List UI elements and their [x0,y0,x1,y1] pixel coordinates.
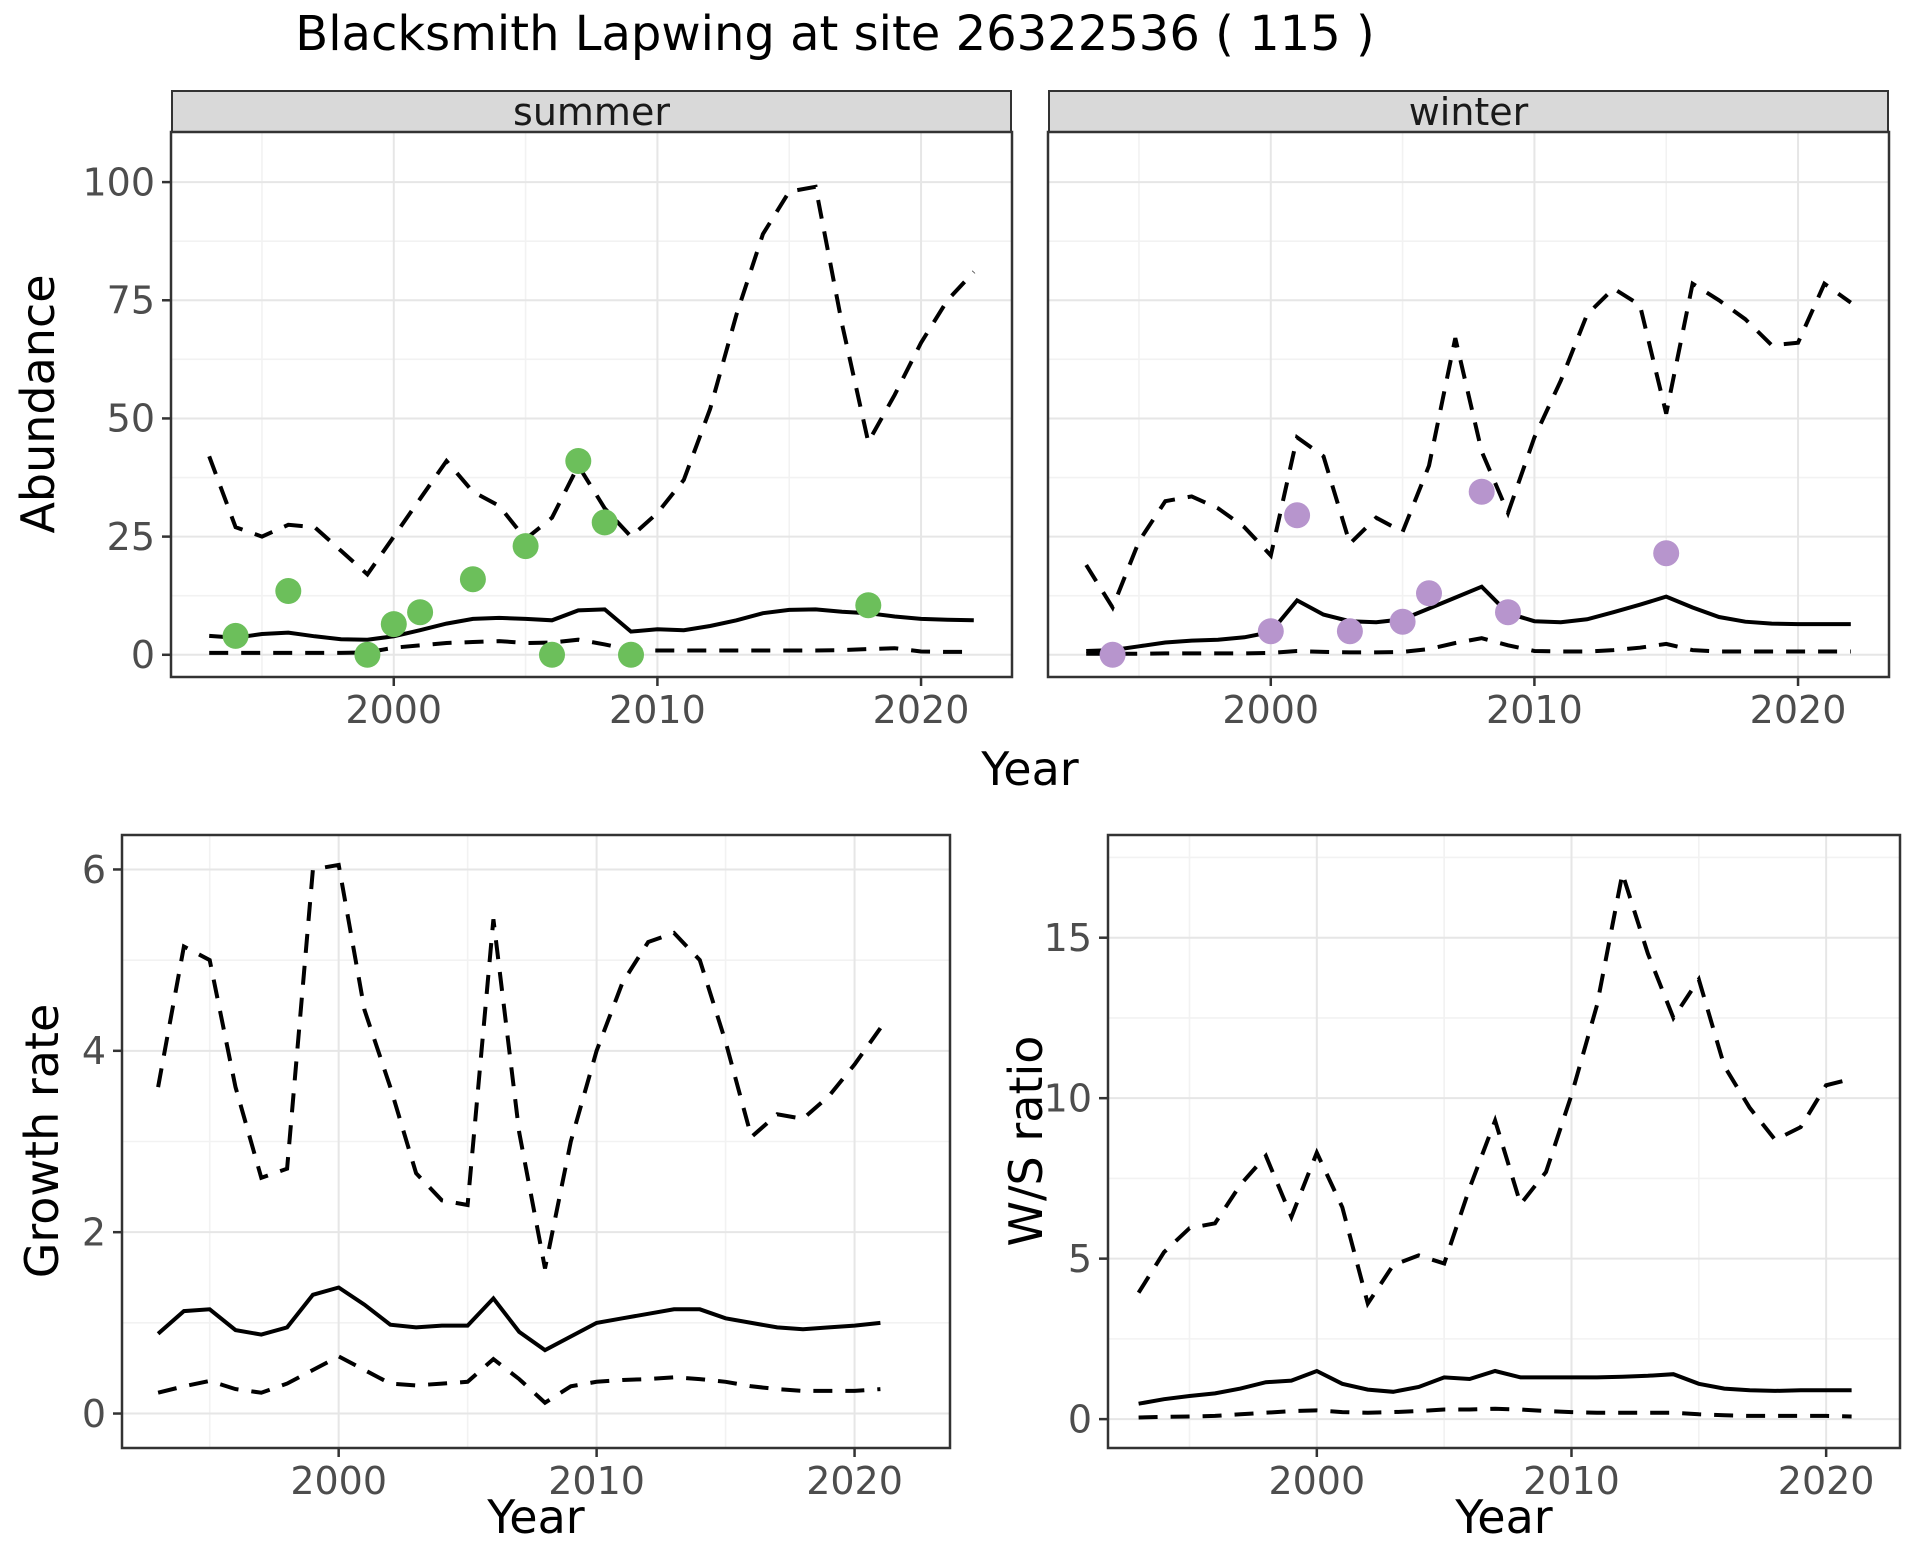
growth_rate-upper_ci-line [156,862,883,1269]
panel-background [1108,835,1900,1448]
abundance_winter-observed-count-point [1468,478,1495,505]
abundance_summer-observed-count-point [459,566,486,593]
abundance_summer-observed-count-point [565,448,592,474]
x-tick-label: 2000 [1268,1459,1365,1503]
abundance_winter-observed-count-point [1653,540,1680,567]
y-tick-label: 0 [1068,1397,1092,1441]
ws_ratio-upper_ci-line [1136,872,1853,1309]
abundance_winter-estimate-line [1086,584,1851,653]
y-tick-label: 50 [107,397,155,441]
facet-strip-winter: winter [1048,90,1889,134]
x-tick-label: 2010 [1523,1459,1620,1503]
abundance_summer-observed-count-point [354,641,381,668]
abundance_winter-upper_ci-line [1084,280,1852,612]
y-tick-label: 6 [82,848,106,892]
x-axis-title-year-top: Year [981,742,1079,796]
x-tick-label: 2000 [345,688,442,732]
x-tick-label: 2010 [548,1459,645,1503]
x-tick-label: 2000 [290,1459,387,1503]
abundance_summer-upper_ci-line [207,184,976,578]
y-tick-label: 10 [1044,1076,1092,1120]
panel-abundance_summer: 2000 2010 2020 0 25 50 75 100 [82,130,1014,732]
abundance_winter-observed-count-point [1257,618,1284,645]
abundance_summer-observed-count-point [618,641,644,668]
abundance_summer-estimate-line [209,607,974,642]
x-tick-label: 2020 [873,688,970,732]
panel-background [1048,132,1889,677]
panel-growth_rate: 2000 2010 2020 0 2 4 6 [82,833,952,1503]
abundance_summer-observed-count-point [512,533,539,560]
x-tick-label: 2010 [1486,688,1583,732]
x-tick-label: 2020 [806,1459,903,1503]
abundance_winter-observed-count-point [1336,618,1363,645]
x-tick-label: 2020 [1778,1459,1875,1503]
facet-strip-summer: summer [171,90,1012,134]
growth_rate-estimate-line [156,1285,881,1353]
abundance_winter-observed-count-point [1389,608,1416,635]
abundance_summer-observed-count-point [275,578,302,604]
y-tick-label: 4 [82,1029,106,1073]
x-tick-label: 2010 [609,688,706,732]
x-axis-title-year-ws: Year [1455,1490,1553,1544]
abundance_winter-observed-count-point [1416,580,1442,607]
abundance_summer-observed-count-point [407,599,434,626]
y-tick-label: 15 [1044,916,1092,960]
abundance_winter-observed-count-point [1495,599,1521,626]
x-axis-title-year-growth: Year [487,1490,585,1544]
abundance_summer-observed-count-point [380,611,407,638]
abundance_winter-observed-count-point [1284,502,1311,529]
abundance_summer-observed-count-point [222,622,249,649]
y-tick-label: 25 [107,515,155,559]
y-tick-label: 75 [107,279,155,323]
panel-ws_ratio: 2000 2010 2020 0 5 10 15 [1044,833,1902,1503]
panel-abundance_winter: 2000 2010 2020 [1046,130,1891,732]
ws_ratio-estimate-line [1138,1368,1852,1406]
panel-border [1046,130,1891,679]
panel-background [171,132,1012,677]
abundance_winter-observed-count-point [1099,641,1126,668]
y-tick-label: 2 [82,1210,106,1254]
chart-title: Blacksmith Lapwing at site 26322536 ( 11… [295,6,1375,62]
y-tick-label: 100 [82,160,155,204]
abundance_winter-lower_ci-line [1086,636,1851,656]
x-tick-label: 2000 [1222,688,1319,732]
abundance_summer-observed-count-point [591,509,618,536]
panel-border [1106,833,1902,1450]
ws_ratio-lower_ci-line [1138,1406,1852,1420]
panel-border [120,833,952,1450]
abundance_summer-observed-count-point [855,592,882,619]
growth_rate-lower_ci-line [157,1354,881,1406]
y-tick-label: 0 [82,1392,106,1436]
x-tick-label: 2020 [1750,688,1847,732]
abundance_summer-observed-count-point [539,641,565,668]
y-tick-label: 5 [1068,1237,1092,1281]
panel-border [169,130,1014,679]
y-tick-label: 0 [131,633,155,677]
